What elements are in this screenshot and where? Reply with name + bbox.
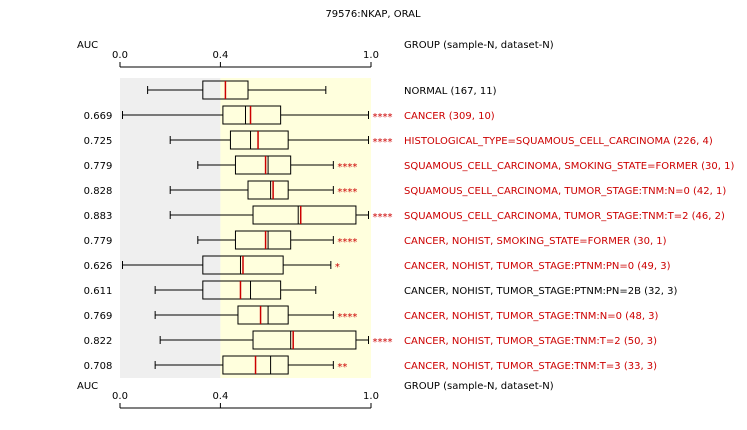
x-tick-label-top: 0.4 [212,50,228,61]
significance-stars: **** [372,212,392,223]
auc-value: 0.779 [84,161,113,172]
significance-stars: **** [337,187,357,198]
auc-value: 0.822 [84,336,113,347]
plot-area: 0.0 0.4 1.0 0.0 0.4 1.0 NORMAL (167, 11) 0.669 *… [84,50,734,409]
auc-value: 0.828 [84,186,113,197]
x-tick-label-bottom: 1.0 [363,391,379,402]
auc-value: 0.669 [84,111,113,122]
group-label: CANCER, NOHIST, TUMOR_STAGE:PTNM:PN=0 (4… [404,261,671,272]
significance-stars: **** [337,162,357,173]
box-iqr [222,105,282,125]
auc-value: 0.725 [84,136,113,147]
group-label: CANCER, NOHIST, TUMOR_STAGE:TNM:N=0 (48,… [404,311,659,322]
box-iqr [237,305,289,325]
significance-stars: ** [337,362,347,373]
group-label: CANCER, NOHIST, TUMOR_STAGE:PTNM:PN=2B (… [404,286,677,297]
group-label: CANCER, NOHIST, SMOKING_STATE=FORMER (30… [404,236,667,247]
auc-value: 0.708 [84,361,113,372]
box-iqr [252,330,357,350]
box-iqr [234,230,292,250]
significance-stars: **** [337,237,357,248]
box-iqr [202,280,282,300]
group-label: SQUAMOUS_CELL_CARCINOMA, TUMOR_STAGE:TNM… [404,211,725,222]
x-tick-label-top: 1.0 [363,50,379,61]
x-tick-label-bottom: 0.0 [112,391,128,402]
header-top: AUC GROUP (sample-N, dataset-N) [77,40,554,51]
x-tick-label-top: 0.0 [112,50,128,61]
box-iqr [247,180,289,200]
significance-stars: **** [337,312,357,323]
significance-stars: **** [372,137,392,148]
group-label: CANCER, NOHIST, TUMOR_STAGE:TNM:T=3 (33,… [404,361,657,372]
significance-stars: **** [372,112,392,123]
group-label: HISTOLOGICAL_TYPE=SQUAMOUS_CELL_CARCINOM… [404,136,713,147]
group-header-bottom: GROUP (sample-N, dataset-N) [404,381,554,392]
background-band-left [120,78,221,378]
group-label: SQUAMOUS_CELL_CARCINOMA, TUMOR_STAGE:TNM… [404,186,726,197]
auc-value: 0.611 [84,286,113,297]
auc-value: 0.883 [84,211,113,222]
significance-stars: * [335,262,340,273]
auc-header-top: AUC [77,40,98,51]
auc-value: 0.779 [84,236,113,247]
x-tick-label-bottom: 0.4 [212,391,228,402]
box-iqr [252,205,357,225]
group-label: NORMAL (167, 11) [404,86,497,97]
box-iqr [229,130,289,150]
background-band-right [220,78,371,378]
group-header-top: GROUP (sample-N, dataset-N) [404,40,554,51]
header-bottom: AUC GROUP (sample-N, dataset-N) [77,381,554,392]
auc-value: 0.626 [84,261,113,272]
chart-title: 79576:NKAP, ORAL [325,9,421,20]
group-label: CANCER (309, 10) [404,111,495,122]
auc-header-bottom: AUC [77,381,98,392]
group-label: SQUAMOUS_CELL_CARCINOMA, SMOKING_STATE=F… [404,161,734,172]
auc-value: 0.769 [84,311,113,322]
significance-stars: **** [372,337,392,348]
group-label: CANCER, NOHIST, TUMOR_STAGE:TNM:T=2 (50,… [404,336,657,347]
box-iqr [234,155,292,175]
